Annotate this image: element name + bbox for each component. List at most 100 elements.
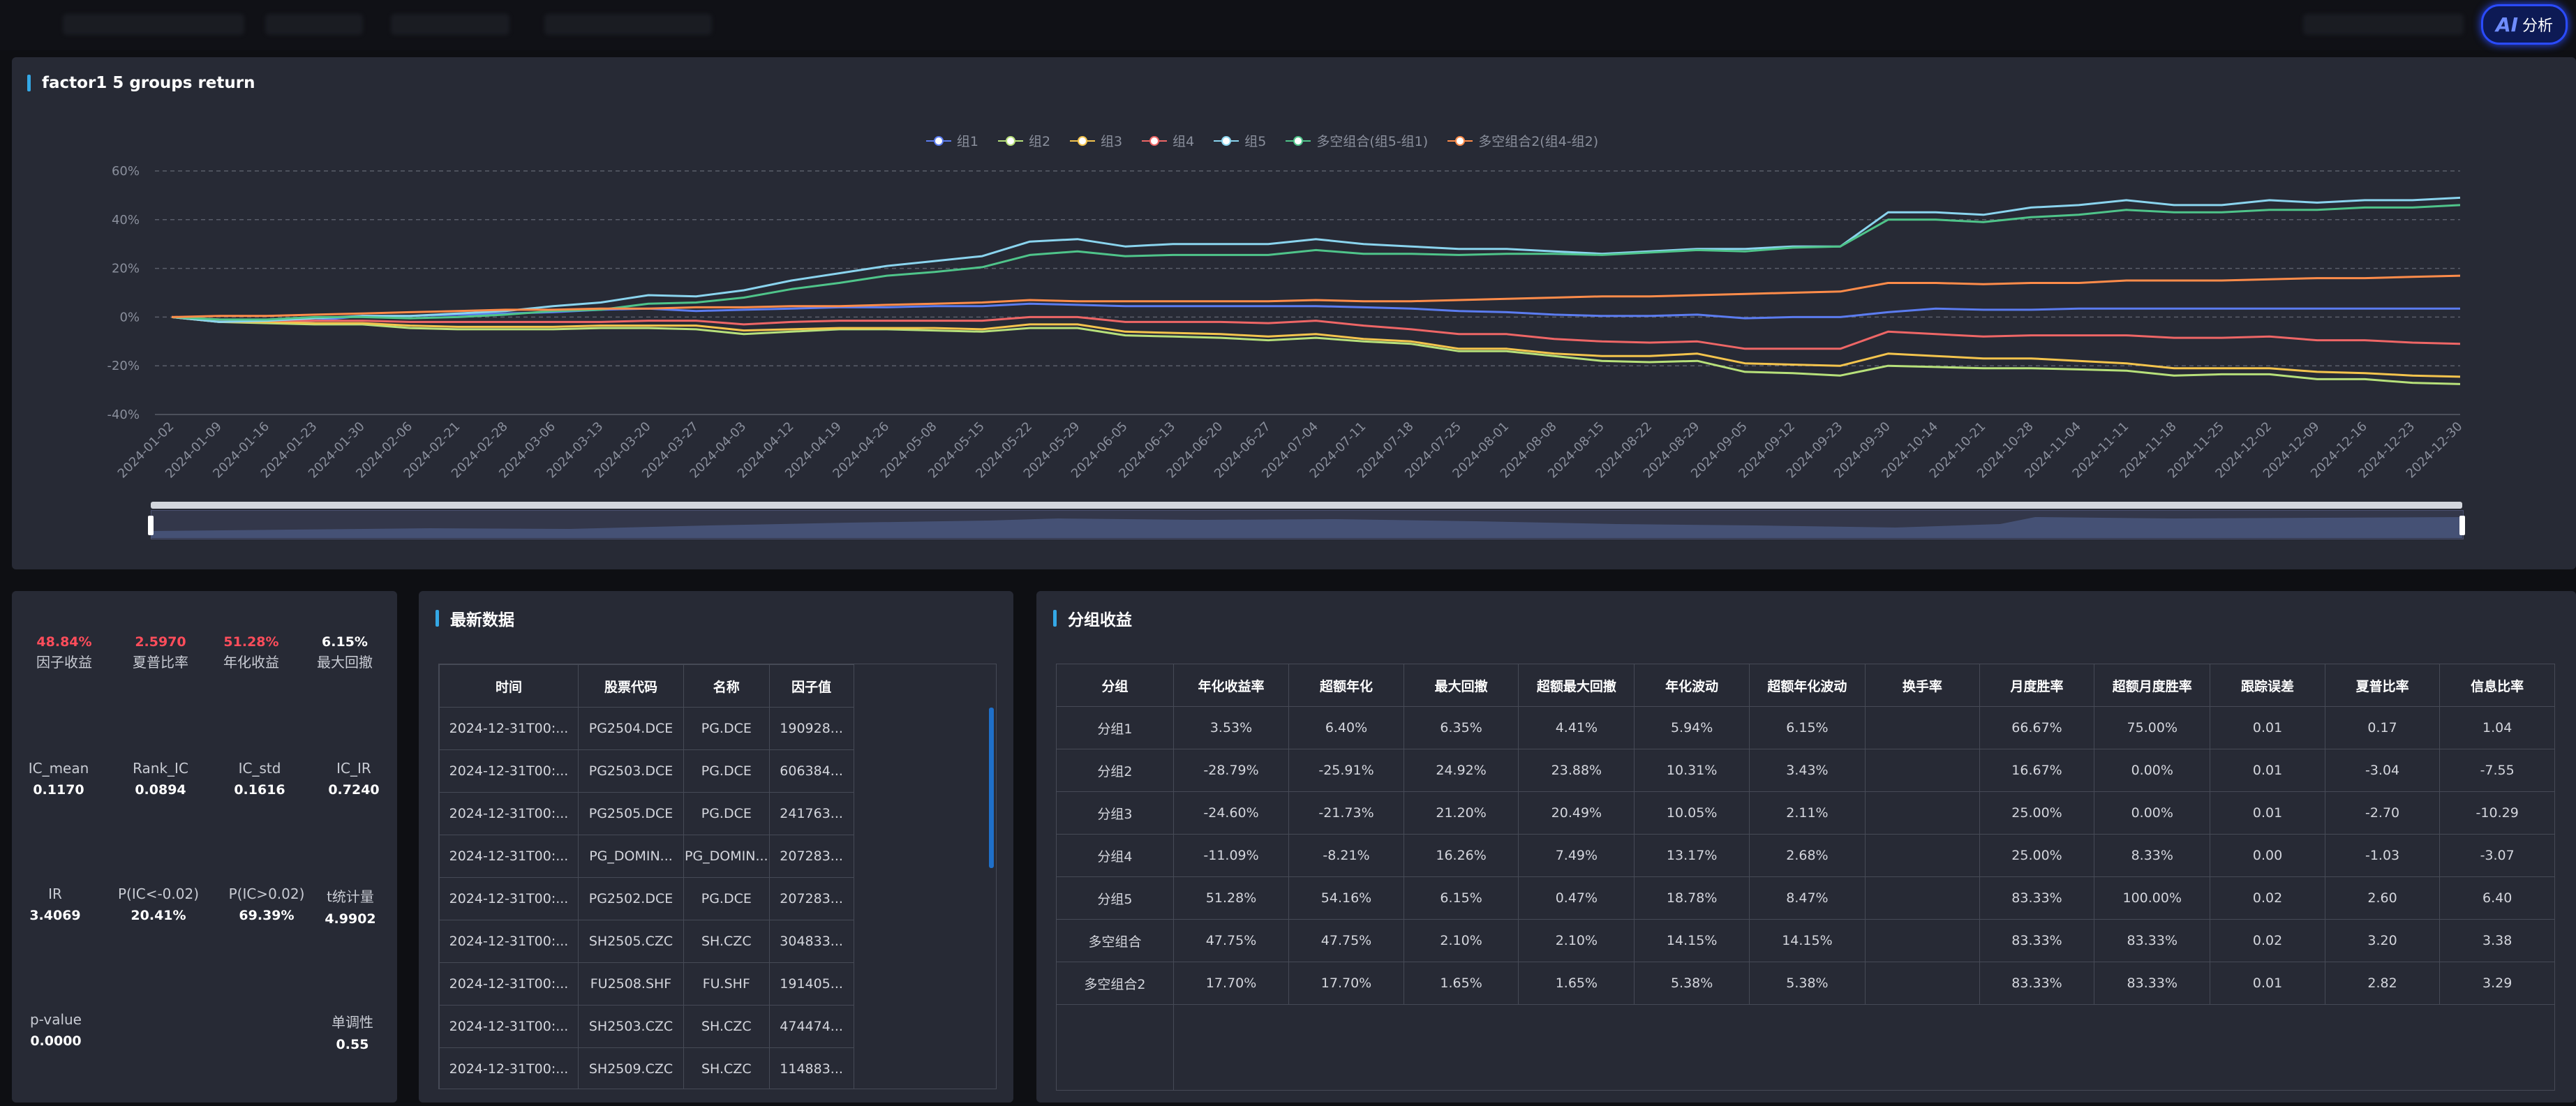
chart-title: factor1 5 groups return — [27, 74, 255, 92]
table-cell: 3.53% — [1172, 706, 1290, 749]
table-cell: -3.07 — [2439, 834, 2555, 877]
column-header[interactable]: 股票代码 — [578, 664, 684, 708]
table-cell: 2024-12-31T00:... — [439, 707, 579, 750]
table-row[interactable]: 分组2 -28.79% -25.91% 24.92% 23.88% 10.31% 3.43%… — [1056, 749, 2555, 792]
table-row[interactable]: 2024-12-31T00:... PG2502.DCE PG.DCE 207283.… — [439, 877, 854, 920]
metric-value: 2.5970 — [135, 634, 186, 650]
column-header[interactable]: 因子值 — [768, 664, 854, 708]
column-header[interactable]: 超额最大回撤 — [1518, 664, 1635, 707]
table-row[interactable]: 2024-12-31T00:... SH2505.CZC SH.CZC 304833.… — [439, 920, 854, 963]
table-cell: 2.10% — [1403, 919, 1519, 962]
table-cell: 47.75% — [1288, 919, 1404, 962]
metric-label: IC_mean — [28, 760, 89, 777]
group-returns-title: 分组收益 — [1053, 606, 1132, 630]
table-cell: 190928... — [768, 707, 854, 750]
latest-data-table-wrap[interactable]: 时间 股票代码 名称 因子值 2024-12-31T00:... PG2504.D… — [438, 664, 997, 1089]
table-cell: 1.65% — [1403, 962, 1519, 1005]
table-cell: 207283... — [768, 877, 854, 920]
metric-label: 单调性 — [332, 1014, 373, 1031]
column-header[interactable]: 跟踪误差 — [2210, 664, 2325, 707]
metric-value: 51.28% — [223, 634, 279, 650]
table-cell: 75.00% — [2094, 706, 2211, 749]
table-row[interactable]: 多空组合2 17.70% 17.70% 1.65% 1.65% 5.38% 5.38% 83.… — [1056, 962, 2555, 1005]
column-header[interactable]: 名称 — [683, 664, 770, 708]
data-zoom-slider[interactable] — [148, 502, 2465, 539]
column-header[interactable]: 分组 — [1056, 664, 1174, 707]
table-cell: 24.92% — [1403, 749, 1519, 792]
table-cell: FU2508.SHF — [578, 962, 684, 1006]
legend-item[interactable]: 组5 — [1214, 131, 1266, 150]
zoom-track-top — [151, 502, 2462, 509]
legend-marker-icon — [1070, 135, 1096, 147]
table-cell: 3.20 — [2324, 919, 2441, 962]
legend-item[interactable]: 多空组合2(组4-组2) — [1447, 131, 1598, 150]
table-row[interactable]: 分组1 3.53% 6.40% 6.35% 4.41% 5.94% 6.15% 66.67% 7… — [1056, 706, 2555, 749]
metric-value: 69.39% — [239, 908, 295, 923]
table-cell: SH.CZC — [683, 1005, 770, 1048]
scrollbar-thumb[interactable] — [989, 708, 994, 868]
metric-value: 6.15% — [322, 634, 368, 650]
legend-item[interactable]: 组4 — [1142, 131, 1194, 150]
table-row[interactable]: 2024-12-31T00:... PG2503.DCE PG.DCE 606384.… — [439, 749, 854, 793]
table-cell: 16.26% — [1403, 834, 1519, 877]
column-header[interactable]: 月度胜率 — [1979, 664, 2095, 707]
table-cell: 2.10% — [1518, 919, 1635, 962]
legend-item[interactable]: 组3 — [1070, 131, 1122, 150]
table-cell: 3.29 — [2439, 962, 2555, 1005]
legend-marker-icon — [1214, 135, 1239, 147]
legend-marker-icon — [925, 135, 951, 147]
table-row[interactable]: 2024-12-31T00:... FU2508.SHF FU.SHF 191405.… — [439, 962, 854, 1006]
table-row[interactable]: 分组3 -24.60% -21.73% 21.20% 20.49% 10.05% 2.11%… — [1056, 791, 2555, 835]
table-cell: PG2504.DCE — [578, 707, 684, 750]
column-header[interactable]: 超额年化 — [1288, 664, 1404, 707]
table-row[interactable]: 2024-12-31T00:... SH2509.CZC SH.CZC 114883.… — [439, 1047, 854, 1089]
group-returns-body: 分组1 3.53% 6.40% 6.35% 4.41% 5.94% 6.15% 66.67% 7… — [1056, 706, 2556, 1091]
table-cell: -11.09% — [1172, 834, 1290, 877]
metric-factor-return: 48.84% 因子收益 — [22, 634, 106, 671]
table-cell: PG2505.DCE — [578, 792, 684, 835]
table-cell: 23.88% — [1518, 749, 1635, 792]
metric-annual-return: 51.28% 年化收益 — [209, 634, 293, 671]
table-cell: 25.00% — [1979, 834, 2095, 877]
legend-item[interactable]: 组2 — [997, 131, 1051, 150]
table-cell: PG.DCE — [683, 707, 770, 750]
column-header[interactable]: 超额月度胜率 — [2094, 664, 2211, 707]
table-cell: -25.91% — [1288, 749, 1404, 792]
table-cell: 2024-12-31T00:... — [439, 749, 579, 793]
legend-label: 组4 — [1172, 134, 1195, 149]
column-header[interactable]: 夏普比率 — [2324, 664, 2441, 707]
metric-value: 0.0894 — [135, 782, 186, 798]
table-cell: 54.16% — [1288, 876, 1404, 920]
table-cell: 606384... — [768, 749, 854, 793]
legend-label: 组2 — [1028, 134, 1051, 149]
metric-rank-ic: Rank_IC 0.0894 — [119, 760, 202, 798]
column-header[interactable]: 超额年化波动 — [1748, 664, 1866, 707]
table-row[interactable]: 多空组合 47.75% 47.75% 2.10% 2.10% 14.15% 14.15% 83… — [1056, 919, 2555, 962]
metric-label: Rank_IC — [133, 760, 188, 777]
column-header[interactable]: 年化波动 — [1634, 664, 1750, 707]
ai-icon: AI — [2495, 13, 2519, 36]
table-row[interactable]: 2024-12-31T00:... PG_DOMIN... PG_DOMIN... 2… — [439, 835, 854, 878]
table-row[interactable]: 2024-12-31T00:... SH2503.CZC SH.CZC 474474.… — [439, 1005, 854, 1048]
column-header[interactable]: 年化收益率 — [1172, 664, 1290, 707]
table-row[interactable]: 分组4 -11.09% -8.21% 16.26% 7.49% 13.17% 2.68% 25… — [1056, 834, 2555, 877]
metric-ic-ir: IC_IR 0.7240 — [312, 760, 396, 798]
column-header[interactable]: 信息比率 — [2439, 664, 2555, 707]
table-cell: 0.47% — [1518, 876, 1635, 920]
column-header[interactable]: 时间 — [439, 664, 579, 708]
ai-analysis-button[interactable]: AI 分析 — [2481, 4, 2568, 45]
table-cell: 0.01 — [2210, 749, 2325, 792]
legend-item[interactable]: 组1 — [925, 131, 978, 150]
table-row[interactable]: 分组5 51.28% 54.16% 6.15% 0.47% 18.78% 8.47% 83.3… — [1056, 876, 2555, 920]
column-header[interactable]: 最大回撤 — [1403, 664, 1519, 707]
metric-p-ic-lt: P(IC<-0.02) 20.41% — [106, 885, 211, 923]
column-header[interactable]: 换手率 — [1864, 664, 1980, 707]
table-cell: 7.49% — [1518, 834, 1635, 877]
zoom-handle-right[interactable] — [2459, 516, 2465, 535]
table-row[interactable]: 2024-12-31T00:... PG2504.DCE PG.DCE 190928.… — [439, 707, 854, 750]
zoom-handle-left[interactable] — [148, 516, 154, 535]
legend-item[interactable]: 多空组合(组5-组1) — [1286, 131, 1428, 150]
table-cell: SH2505.CZC — [578, 920, 684, 963]
table-cell: SH.CZC — [683, 1047, 770, 1089]
table-row[interactable]: 2024-12-31T00:... PG2505.DCE PG.DCE 241763.… — [439, 792, 854, 835]
